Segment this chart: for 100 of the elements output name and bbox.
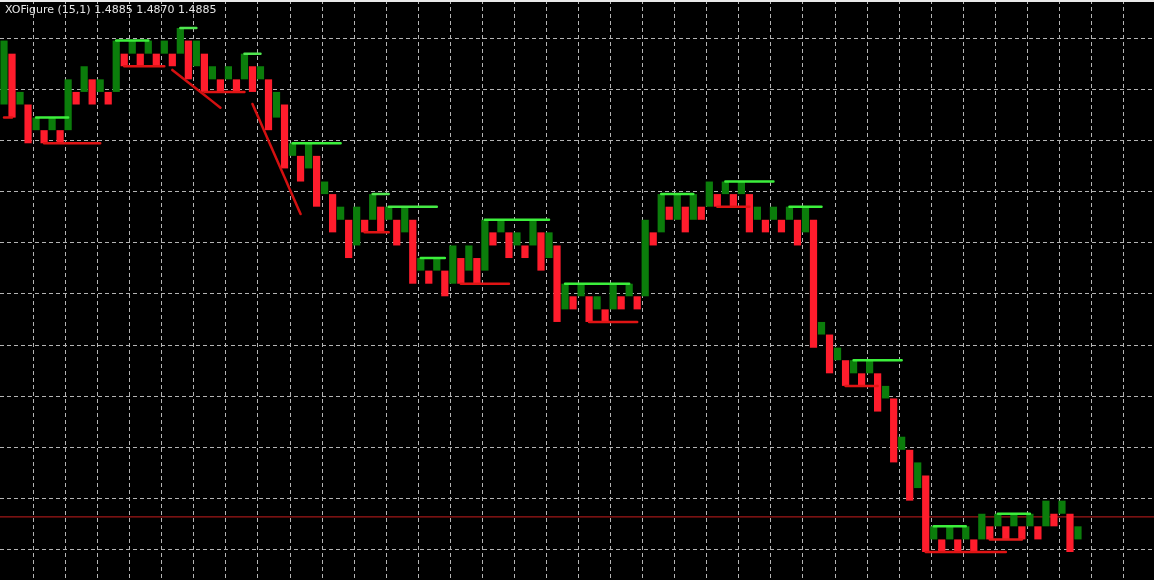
candlestick: [970, 539, 978, 552]
candlestick: [609, 283, 617, 310]
candlestick: [224, 66, 233, 80]
candlestick: [8, 53, 16, 118]
candlestick: [329, 194, 337, 233]
candlestick: [809, 219, 818, 348]
candlestick: [986, 526, 994, 540]
candlestick: [537, 232, 545, 271]
candlestick: [601, 309, 609, 322]
candlestick: [176, 28, 184, 54]
candlestick: [48, 117, 56, 131]
candlestick: [569, 296, 577, 310]
candlestick: [240, 53, 249, 80]
candlestick: [337, 206, 345, 220]
candlestick: [882, 385, 890, 399]
candlestick: [248, 66, 257, 92]
candlestick: [441, 270, 449, 297]
candlestick: [280, 104, 289, 169]
candlestick: [593, 296, 601, 310]
candlestick: [561, 283, 569, 310]
candlestick: [874, 373, 882, 412]
candlestick: [1074, 526, 1082, 540]
candlestick: [922, 475, 930, 552]
candlestick: [320, 181, 329, 195]
candlestick: [16, 91, 24, 105]
candlestick: [793, 219, 802, 246]
candlestick: [457, 258, 465, 284]
candlestick: [473, 258, 481, 284]
candlestick: [345, 219, 353, 259]
candlestick: [272, 91, 281, 118]
candlestick: [857, 373, 866, 386]
candlestick: [689, 194, 697, 220]
candlestick: [914, 462, 922, 489]
candlestick: [577, 283, 585, 297]
candlestick: [80, 66, 88, 92]
candlestick: [144, 40, 152, 54]
candlestick: [1034, 526, 1042, 540]
candlestick: [40, 130, 48, 144]
candlestick: [465, 245, 473, 271]
candlestick: [433, 258, 441, 271]
candlestick: [216, 79, 225, 92]
candlestick: [184, 40, 192, 80]
candlestick: [353, 206, 361, 246]
candlestick: [256, 66, 265, 80]
candlestick: [521, 245, 529, 259]
candlestick: [72, 91, 80, 105]
candlestick: [393, 219, 401, 246]
candlestick: [761, 219, 770, 233]
candlestick: [890, 398, 898, 463]
candlestick: [264, 79, 273, 131]
candlestick: [777, 219, 786, 233]
candlestick: [849, 360, 858, 374]
candlestick: [88, 79, 96, 105]
candlestick: [409, 219, 417, 284]
candlestick: [112, 40, 120, 92]
candlestick: [753, 206, 762, 220]
candlestick: [1066, 513, 1074, 552]
candlestick: [769, 206, 778, 220]
candlestick: [705, 181, 713, 207]
candlestick: [513, 232, 521, 246]
candlestick: [232, 79, 241, 92]
candlestick: [801, 206, 810, 233]
candlestick: [633, 296, 641, 310]
candlestick: [906, 449, 914, 501]
candlestick: [104, 91, 112, 105]
candlestick: [1042, 500, 1050, 527]
candlestick: [200, 53, 208, 92]
candlestick: [954, 539, 962, 552]
candlestick: [32, 117, 40, 131]
candlestick: [657, 194, 665, 233]
candlestick: [64, 79, 72, 131]
candlestick: [369, 194, 377, 220]
candlestick: [529, 219, 537, 246]
candlestick: [168, 53, 176, 67]
candlestick: [160, 40, 168, 54]
candlestick: [825, 334, 834, 374]
candlestick: [489, 232, 497, 246]
candlestick: [681, 206, 689, 233]
candlestick: [0, 40, 8, 105]
candlestick: [1018, 526, 1026, 540]
candlestick: [665, 206, 673, 220]
candlestick: [1058, 500, 1066, 514]
candlestick: [497, 219, 505, 233]
candlestick: [449, 245, 457, 284]
candlestick: [312, 155, 321, 207]
candlestick: [938, 539, 946, 552]
candlestick: [641, 219, 649, 297]
candlestick: [673, 194, 681, 220]
candlestick: [713, 194, 721, 207]
candlestick: [817, 321, 826, 335]
candlestick: [978, 513, 986, 540]
candlestick: [898, 436, 906, 450]
candlestick: [481, 219, 489, 271]
candlestick: [617, 296, 625, 310]
candlestick: [785, 206, 794, 220]
candlestick: [553, 245, 561, 322]
candlestick: [192, 40, 200, 67]
candlestick: [377, 206, 385, 233]
candlestick: [1026, 513, 1034, 527]
candlestick: [425, 270, 433, 284]
